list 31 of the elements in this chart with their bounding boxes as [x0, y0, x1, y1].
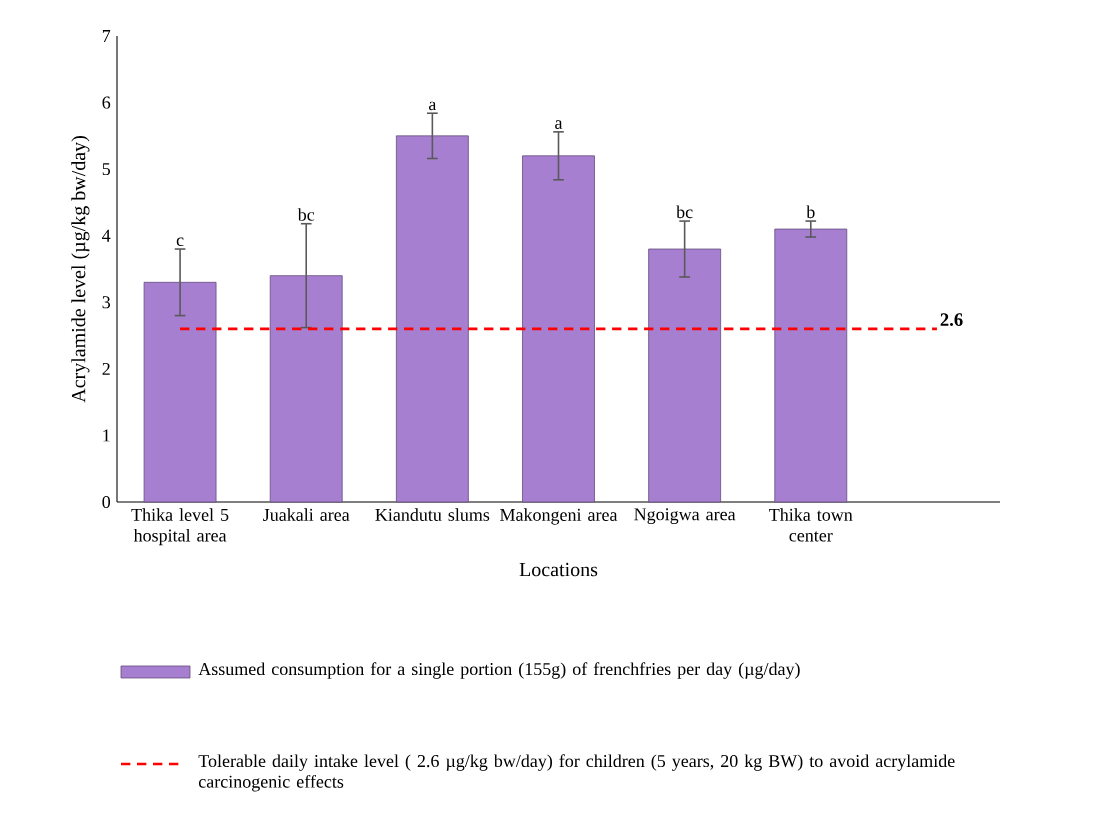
x-axis-title: Locations: [519, 562, 598, 577]
bar: [395, 135, 469, 503]
data-label: 2.6: [940, 313, 963, 326]
y-tick-label: 2: [102, 362, 110, 375]
y-tick-label: 5: [102, 163, 111, 176]
y-tick-label: 3: [102, 296, 111, 309]
x-tick-label: Ngoigwa area: [634, 508, 736, 525]
y-tick-label: 0: [102, 495, 111, 509]
annotation: c: [176, 237, 184, 247]
annotation: a: [428, 101, 437, 111]
y-tick-label: 6: [102, 96, 111, 109]
y-tick-label: 7: [102, 30, 111, 42]
annotation: a: [555, 120, 563, 129]
y-tick-label: 1: [103, 429, 110, 442]
annotation: bc: [676, 205, 693, 219]
bar: [774, 228, 848, 503]
x-tick-label: Makongeni area: [500, 508, 618, 525]
y-tick-label: 4: [102, 229, 111, 242]
bar: [648, 248, 722, 503]
bar: [269, 275, 343, 503]
x-tick-label: Thika town center: [769, 508, 853, 542]
legend-label: Assumed consumption for a single portion (155g) of frenchfries per day (µg/day): [198, 662, 800, 679]
annotation: b: [806, 205, 815, 219]
x-tick-label: Kiandutu slums: [375, 508, 490, 521]
x-tick-label: Juakali area: [263, 508, 350, 521]
bar: [522, 155, 595, 503]
y-axis-title: Acrylamide level (µg/kg bw/day): [71, 136, 90, 403]
legend-label: Tolerable daily intake level ( 2.6 µg/kg bw/day) for children (5 years, 20 kg BW) to avoid acrylamide carcinogenic effects: [198, 754, 955, 792]
bar: [143, 281, 217, 503]
annotation: bc: [297, 208, 315, 221]
x-tick-label: Thika level 5 hospital area: [131, 508, 229, 546]
